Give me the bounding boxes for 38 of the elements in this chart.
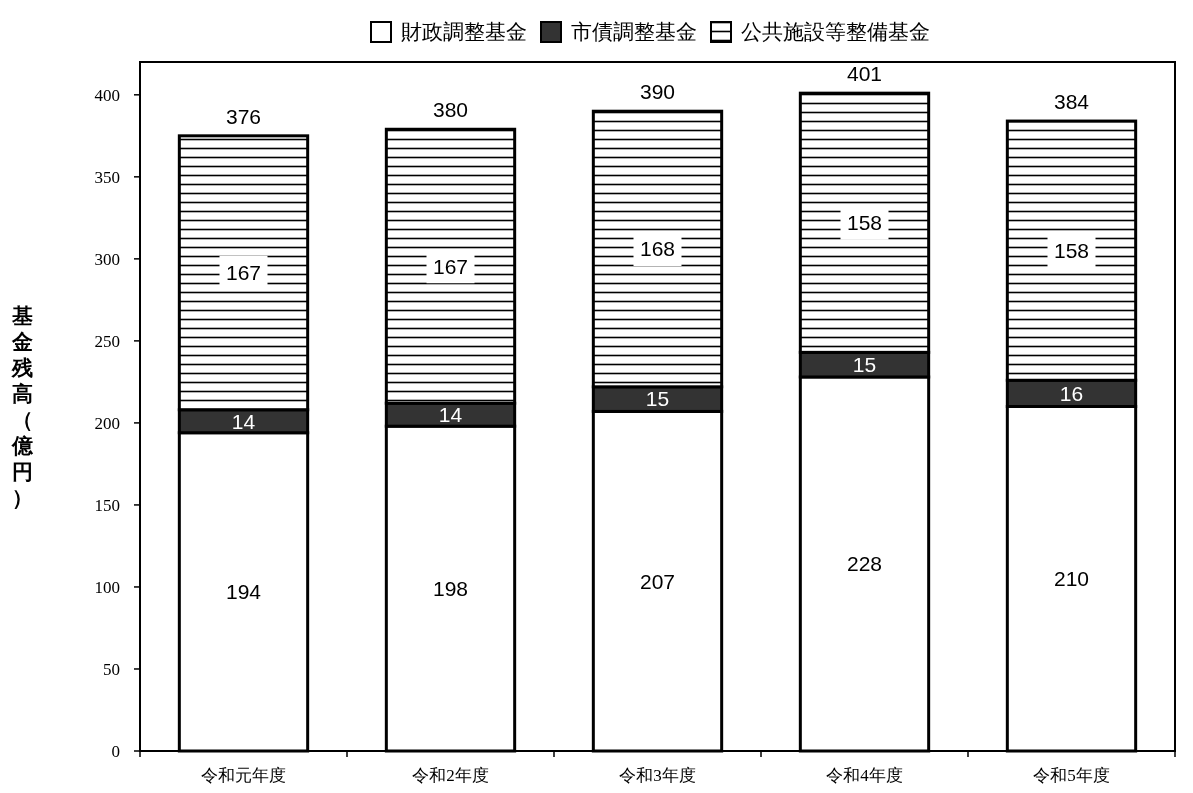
y-tick-label: 150	[94, 495, 120, 515]
total-label: 390	[639, 80, 676, 104]
data-label: 15	[852, 353, 877, 377]
legend-label: 公共施設等整備基金	[741, 20, 930, 45]
data-label: 207	[639, 569, 676, 593]
data-label: 14	[231, 409, 256, 433]
x-tick-label: 令和4年度	[826, 766, 903, 785]
data-label: 168	[639, 237, 676, 261]
data-label: 198	[432, 576, 469, 600]
y-tick-label: 50	[103, 659, 120, 679]
data-label: 158	[846, 211, 883, 235]
legend-label: 市債調整基金	[571, 20, 697, 45]
y-tick-label: 250	[94, 331, 120, 351]
total-label: 380	[432, 98, 469, 122]
total-label: 401	[846, 62, 883, 86]
x-tick-label: 令和5年度	[1033, 766, 1110, 785]
y-tick-label: 300	[94, 249, 120, 269]
y-axis-title: 基金残高（億円）	[10, 303, 34, 510]
total-label: 376	[225, 104, 262, 128]
data-label: 15	[645, 387, 670, 411]
data-label: 167	[432, 254, 469, 278]
total-label: 384	[1053, 90, 1090, 114]
y-tick-label: 200	[94, 413, 120, 433]
y-tick-label: 350	[94, 167, 120, 187]
data-label: 16	[1059, 381, 1084, 405]
data-label: 228	[846, 552, 883, 576]
x-tick-label: 令和2年度	[412, 766, 489, 785]
x-tick-label: 令和元年度	[201, 766, 286, 785]
data-label: 210	[1053, 567, 1090, 591]
data-label: 194	[225, 580, 262, 604]
x-tick-label: 令和3年度	[619, 766, 696, 785]
y-tick-label: 0	[111, 741, 120, 761]
data-label: 14	[438, 403, 463, 427]
data-label: 158	[1053, 239, 1090, 262]
y-tick-label: 100	[94, 577, 120, 597]
data-label: 167	[225, 261, 262, 285]
y-tick-label: 400	[94, 85, 120, 105]
legend-label: 財政調整基金	[401, 20, 527, 45]
